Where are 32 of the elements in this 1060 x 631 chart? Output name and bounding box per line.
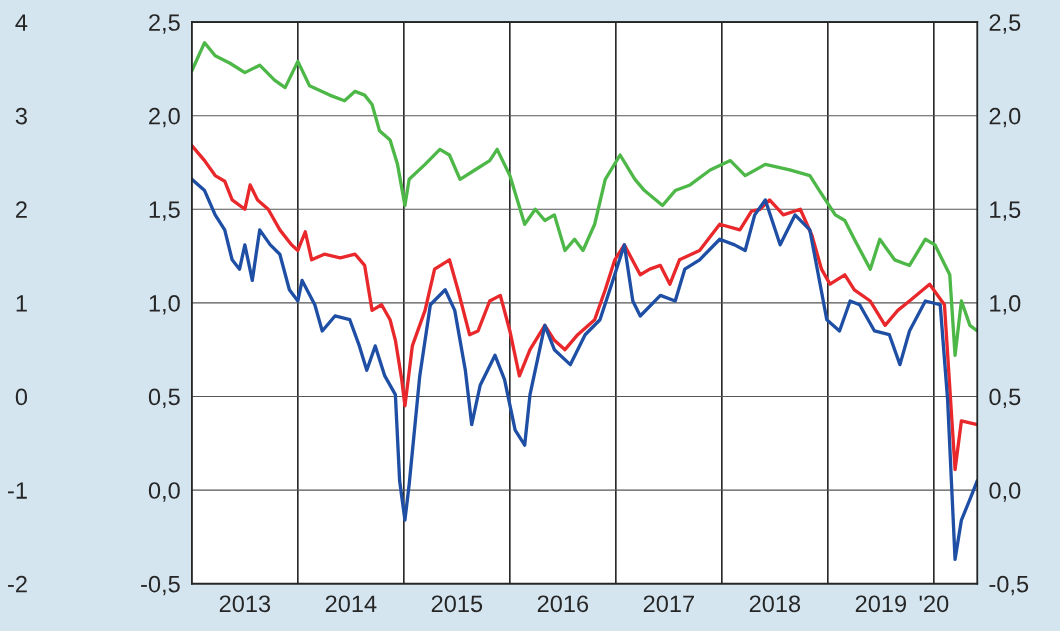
y2-tick-label: 2,5 [989,14,1021,34]
y-tick-label: 1,5 [149,201,180,221]
y3-tick-label: 4 [15,14,28,31]
y-tick-label: 2,0 [149,107,180,128]
x-tick-label: '20 [919,595,949,613]
y-tick-label: 0,5 [148,388,180,409]
y-tick-label: 1,0 [149,294,180,315]
line-series [191,177,978,562]
y3-tick-label: -2 [8,575,27,593]
x-tick-label: 2014 [325,595,377,613]
y2-tick-label: 0,5 [989,388,1021,409]
line-series [191,41,978,357]
x-tick-label: 2018 [749,595,801,613]
y-tick-label: 2,5 [149,14,180,34]
x-tick-label: 2016 [537,595,589,613]
y2-tick-label: 1,5 [990,201,1021,221]
y3-tick-label: 3 [15,107,27,125]
y-tick-label: 0,0 [148,482,180,502]
y-tick-label: -0,5 [141,575,180,596]
y3-tick-label: 0 [15,388,28,406]
y2-tick-label: 2,0 [989,107,1021,128]
y3-tick-label: 2 [16,201,27,218]
y2-tick-label: 1,0 [990,294,1021,315]
x-tick-label: 2017 [643,595,694,613]
y2-tick-label: -0,5 [989,575,1029,596]
line-series [191,143,978,472]
x-tick-label: 2013 [219,595,271,613]
y3-tick-label: 1 [16,295,27,312]
x-tick-label: 2015 [431,595,483,613]
x-tick-label: 2019 [855,595,907,613]
y2-tick-label: 0,0 [989,482,1021,502]
y3-tick-label: -1 [8,482,27,499]
